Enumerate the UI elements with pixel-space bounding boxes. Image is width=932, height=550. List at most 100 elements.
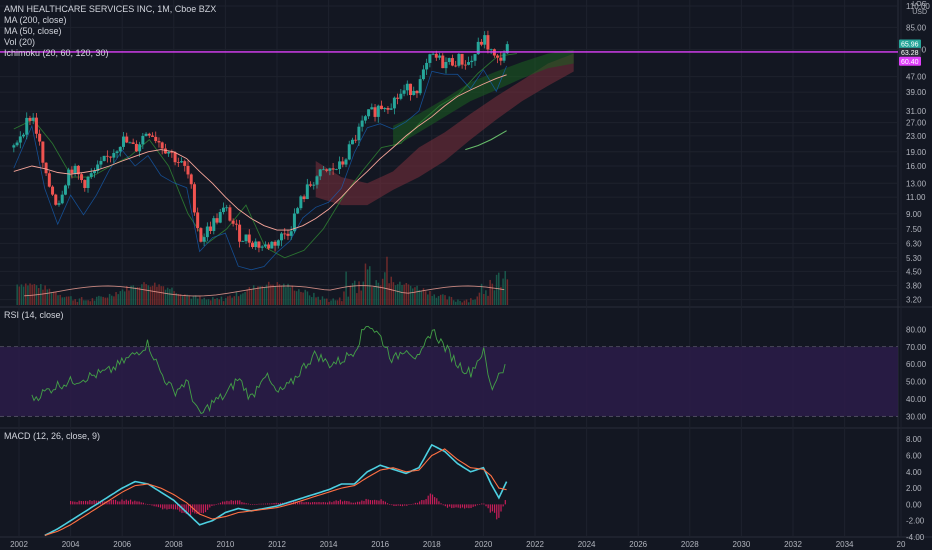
candle <box>363 116 367 121</box>
candle <box>405 83 409 91</box>
rsi-pane[interactable] <box>0 325 898 417</box>
price-tag <box>899 56 921 66</box>
price-tag-label: 63.28 <box>901 50 919 57</box>
candle <box>502 53 506 61</box>
candle <box>309 184 313 186</box>
candle <box>409 83 413 96</box>
volume-bar <box>143 282 145 305</box>
volume-bar <box>353 280 356 305</box>
price-pane[interactable] <box>0 30 898 305</box>
macd-histogram-bar <box>367 499 369 505</box>
symbol-title[interactable]: AMN HEALTHCARE SERVICES INC, 1M, Cboe BZ… <box>4 4 217 14</box>
candle <box>73 165 77 174</box>
macd-histogram-bar <box>72 501 74 505</box>
candle <box>92 170 96 174</box>
macd-histogram-bar <box>491 504 494 512</box>
volume-bar <box>246 289 248 305</box>
candle <box>338 161 342 170</box>
macd-histogram-bar <box>217 503 219 505</box>
legend-ichimoku[interactable]: Ichimoku (20, 60, 120, 30) <box>4 48 109 58</box>
macd-histogram-bar <box>185 504 187 515</box>
candle <box>28 117 32 121</box>
macd-histogram-bar <box>140 502 142 505</box>
rsi-title[interactable]: RSI (14, close) <box>4 310 64 320</box>
candle <box>334 169 338 170</box>
macd-histogram-bar <box>449 504 451 507</box>
macd-histogram-bar <box>177 504 179 510</box>
macd-histogram-bar <box>114 499 117 505</box>
candle <box>392 97 396 109</box>
candle <box>386 107 390 110</box>
candle <box>199 228 203 242</box>
candle <box>196 212 200 229</box>
candle <box>302 196 306 200</box>
macd-histogram-bar <box>155 504 157 507</box>
macd-pane[interactable] <box>44 443 508 537</box>
volume-bar <box>347 296 350 305</box>
macd-histogram-bar <box>93 500 95 505</box>
volume-bar <box>55 292 57 305</box>
volume-bar <box>106 297 109 305</box>
macd-histogram-bar <box>416 502 419 505</box>
candle <box>399 93 403 99</box>
legend-ma200[interactable]: MA (200, close) <box>4 15 67 25</box>
volume-bar <box>358 281 360 305</box>
macd-histogram-bar <box>468 504 470 509</box>
macd-histogram-bar <box>162 504 164 510</box>
grid <box>0 0 932 538</box>
rsi-tick-label: 60.00 <box>906 360 927 369</box>
volume-bar <box>104 297 107 305</box>
macd-histogram-bar <box>429 493 431 505</box>
macd-histogram-bar <box>269 503 271 505</box>
volume-bar <box>407 284 410 305</box>
volume-bar <box>431 296 433 305</box>
volume-bar <box>474 299 476 305</box>
volume-bar <box>493 290 496 305</box>
legend-volume[interactable]: Vol (20) <box>4 37 36 47</box>
candle <box>315 176 319 185</box>
x-tick-label: 2008 <box>165 540 183 549</box>
volume-bar <box>463 300 466 305</box>
volume-bar <box>478 292 481 305</box>
volume-bar <box>302 292 304 305</box>
volume-bar <box>345 271 347 305</box>
volume-bar <box>298 289 300 305</box>
volume-bar <box>93 300 96 305</box>
candle <box>263 244 267 247</box>
macd-histogram-bar <box>264 503 267 505</box>
macd-histogram-bar <box>350 502 352 505</box>
candle <box>396 97 400 99</box>
macd-histogram-bar <box>252 504 254 505</box>
macd-histogram-bar <box>200 504 202 513</box>
x-tick-label: 20 <box>897 540 906 549</box>
price-tick-label: 3.20 <box>906 296 922 305</box>
volume-bar <box>149 286 152 305</box>
volume-bar <box>420 291 423 305</box>
volume-bar <box>244 291 246 305</box>
macd-histogram-bar <box>434 497 436 505</box>
macd-histogram-bar <box>301 501 303 505</box>
volume-bar <box>476 296 479 305</box>
macd-histogram-bar <box>196 504 198 514</box>
volume-bar <box>113 296 115 305</box>
macd-tick-label: 8.00 <box>906 435 922 444</box>
volume-bar <box>169 289 171 305</box>
price-tick-label: 11.00 <box>906 193 926 202</box>
ichimoku-base-line <box>13 65 507 271</box>
macd-histogram-bar <box>346 501 348 505</box>
candle <box>473 54 477 61</box>
legend-ma50[interactable]: MA (50, close) <box>4 26 62 36</box>
volume-bar <box>42 289 44 305</box>
macd-title[interactable]: MACD (12, 26, close, 9) <box>4 431 101 441</box>
candle <box>176 162 180 163</box>
volume-bar <box>117 294 119 305</box>
scale-mode[interactable]: LOG <box>912 1 927 8</box>
candle <box>167 151 171 154</box>
candle <box>70 169 74 174</box>
candle <box>60 194 64 204</box>
candle <box>428 54 432 63</box>
macd-histogram-bar <box>256 504 258 505</box>
volume-bar <box>371 286 373 305</box>
volume-bar <box>171 287 173 305</box>
candle <box>344 159 348 165</box>
